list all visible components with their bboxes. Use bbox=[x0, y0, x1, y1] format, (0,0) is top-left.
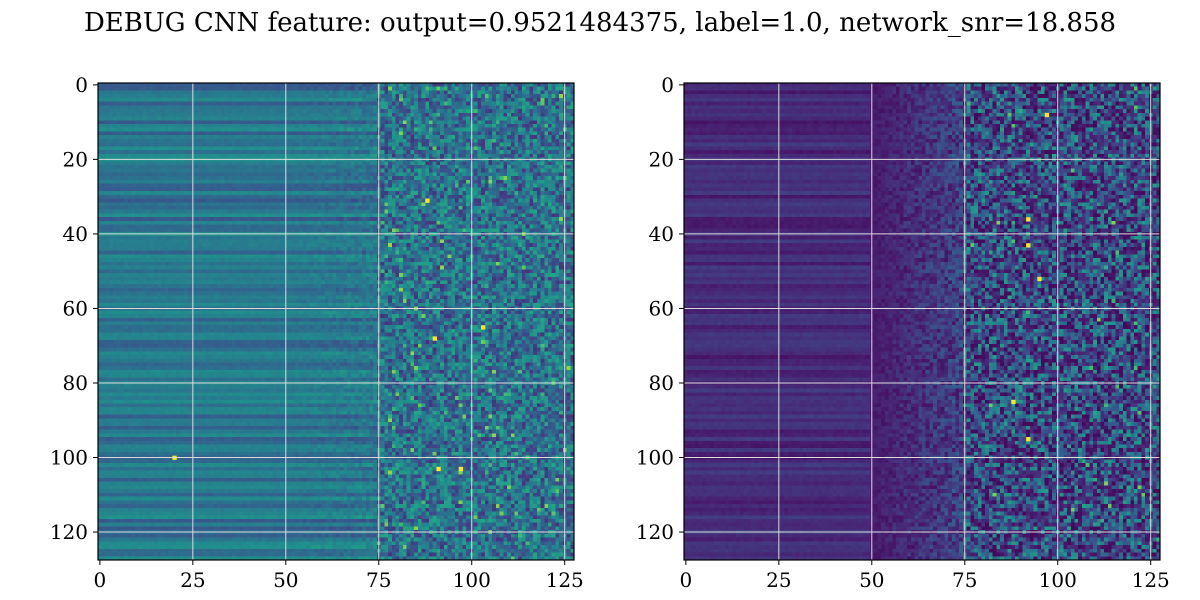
x-tick-label: 125 bbox=[546, 568, 584, 592]
x-tick-label: 75 bbox=[952, 568, 977, 592]
bright-pixel bbox=[458, 466, 464, 472]
chart-title: DEBUG CNN feature: output=0.9521484375, … bbox=[83, 8, 1117, 38]
x-tick-label: 25 bbox=[180, 568, 205, 592]
y-tick-label: 60 bbox=[649, 296, 674, 320]
y-tick-label: 120 bbox=[636, 520, 674, 544]
bright-pixel bbox=[1026, 243, 1031, 248]
y-tick-label: 120 bbox=[50, 520, 88, 544]
x-tick-label: 0 bbox=[93, 568, 106, 592]
bright-pixel bbox=[432, 336, 438, 341]
x-tick-label: 0 bbox=[679, 568, 692, 592]
bright-pixel bbox=[1037, 276, 1042, 282]
heatmap-image bbox=[684, 83, 1160, 560]
y-tick-label: 80 bbox=[649, 371, 674, 395]
bright-pixel bbox=[436, 466, 441, 472]
bright-pixel bbox=[1026, 217, 1031, 222]
bright-pixel bbox=[1011, 399, 1016, 405]
heatmap-image bbox=[98, 83, 574, 560]
bright-pixel bbox=[425, 198, 430, 203]
y-tick-label: 20 bbox=[63, 147, 88, 171]
y-tick-label: 40 bbox=[63, 222, 88, 246]
heatmap-panel-right: 0 25 50 75 100 125 0 20 40 60 80 100 120 bbox=[636, 73, 1170, 592]
y-tick-label: 100 bbox=[636, 446, 674, 470]
bright-pixel bbox=[481, 325, 486, 330]
heatmap-panel-left: 0 25 50 75 100 125 0 20 40 60 80 100 120 bbox=[50, 73, 584, 592]
bright-pixel bbox=[1044, 112, 1050, 118]
x-tick-label: 100 bbox=[1039, 568, 1077, 592]
x-tick-label: 25 bbox=[766, 568, 791, 592]
x-tick-label: 50 bbox=[273, 568, 298, 592]
plot-frame bbox=[683, 82, 1161, 561]
x-tick-label: 100 bbox=[453, 568, 491, 592]
x-tick-label: 75 bbox=[366, 568, 391, 592]
plot-frame bbox=[97, 82, 575, 561]
y-tick-label: 0 bbox=[661, 73, 674, 97]
y-tick-label: 20 bbox=[649, 147, 674, 171]
y-tick-label: 60 bbox=[63, 296, 88, 320]
y-tick-label: 100 bbox=[50, 446, 88, 470]
y-tick-label: 40 bbox=[649, 222, 674, 246]
y-tick-label: 0 bbox=[75, 73, 88, 97]
y-tick-label: 80 bbox=[63, 371, 88, 395]
bright-pixel bbox=[1026, 437, 1031, 442]
x-tick-label: 50 bbox=[859, 568, 884, 592]
x-tick-label: 125 bbox=[1132, 568, 1170, 592]
